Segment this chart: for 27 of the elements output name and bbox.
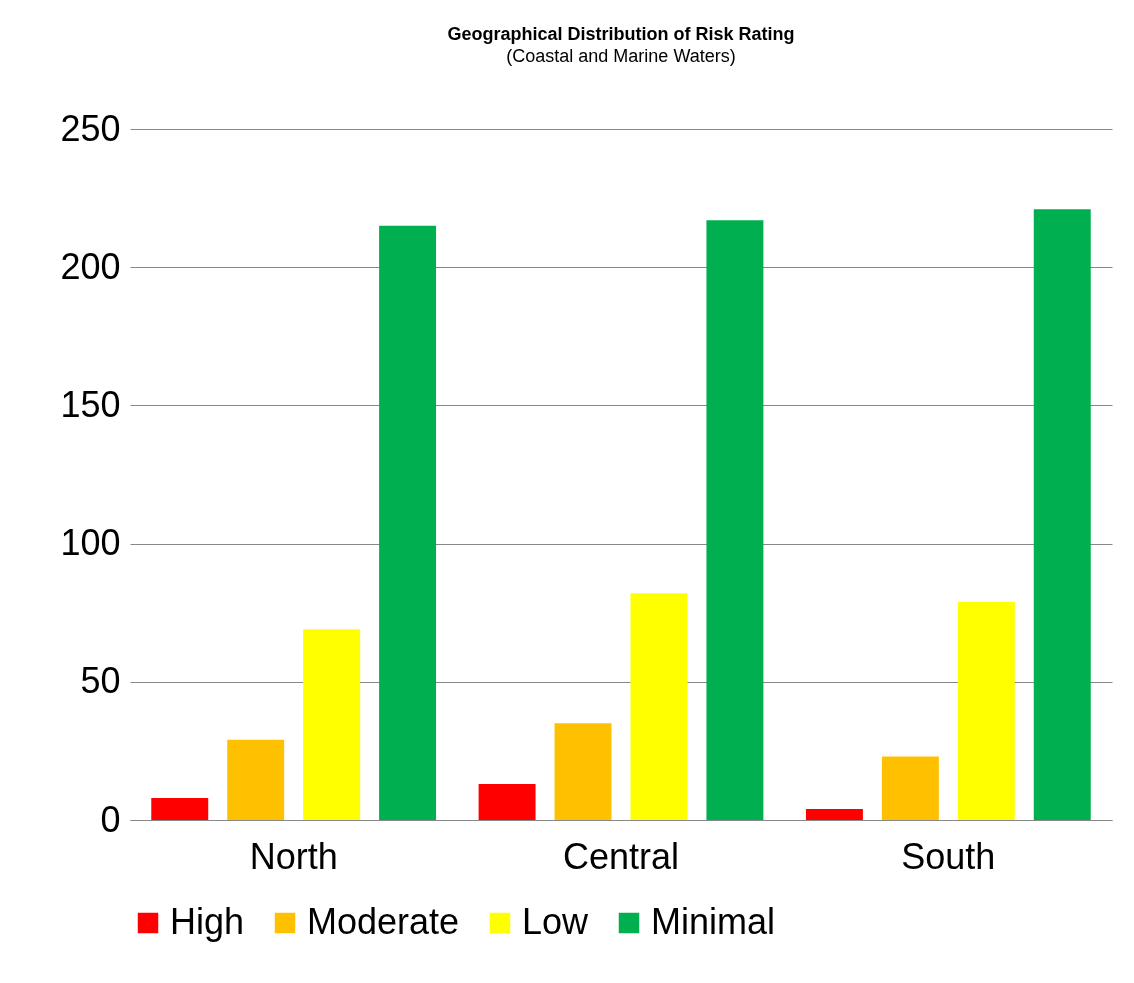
bar (957, 601, 1015, 820)
bar (227, 739, 285, 820)
bar (1033, 209, 1091, 820)
bar (554, 723, 612, 820)
x-tick-label: South (901, 835, 996, 877)
y-tick-label: 100 (60, 522, 121, 564)
x-tick-label: North (249, 835, 338, 877)
bar (881, 756, 939, 820)
bar (630, 593, 688, 820)
y-tick-label: 150 (60, 383, 121, 425)
legend-label: High (170, 901, 245, 942)
chart-title: Geographical Distribution of Risk Rating (447, 24, 795, 44)
y-tick-label: 0 (100, 798, 121, 840)
legend-label: Low (522, 901, 590, 942)
bar (706, 220, 764, 820)
bar (379, 225, 437, 820)
y-tick-label: 200 (60, 245, 121, 287)
bar (303, 629, 361, 820)
bar (478, 784, 536, 820)
bar (151, 797, 209, 820)
y-tick-label: 50 (80, 660, 121, 702)
legend-label: Minimal (651, 901, 776, 942)
bar (805, 808, 863, 820)
y-tick-label: 250 (60, 107, 121, 149)
x-tick-label: Central (562, 835, 680, 877)
legend-label: Moderate (307, 901, 460, 942)
chart-subtitle: (Coastal and Marine Waters) (506, 46, 736, 66)
